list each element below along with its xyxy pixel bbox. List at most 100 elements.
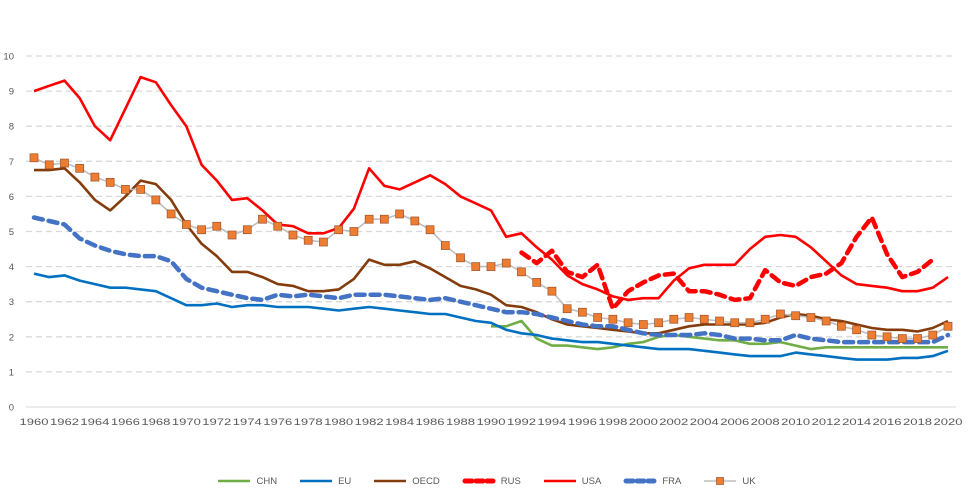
series-eu bbox=[33, 272, 949, 361]
gridlines bbox=[26, 55, 956, 373]
data-point-uk bbox=[943, 321, 953, 331]
data-point-uk bbox=[593, 313, 602, 322]
data-point-uk bbox=[684, 313, 694, 322]
data-point-uk bbox=[501, 258, 511, 268]
data-point-uk bbox=[821, 316, 831, 326]
x-tick-label: 1964 bbox=[80, 417, 109, 428]
legend-item-usa: USA bbox=[543, 475, 602, 487]
y-tick-label: 5 bbox=[9, 227, 14, 238]
series-rus bbox=[519, 215, 936, 311]
data-point-uk bbox=[105, 178, 115, 187]
y-tick-label: 2 bbox=[9, 332, 14, 343]
x-tick-label: 1972 bbox=[202, 417, 231, 428]
y-tick-label: 3 bbox=[9, 297, 14, 308]
data-point-uk bbox=[867, 330, 877, 340]
data-point-uk bbox=[258, 214, 267, 224]
series-uk bbox=[29, 153, 953, 343]
data-point-uk bbox=[410, 216, 420, 226]
x-tick-label: 1978 bbox=[294, 417, 323, 428]
data-point-uk bbox=[730, 318, 740, 328]
series-line-rus bbox=[519, 215, 936, 311]
data-point-uk bbox=[395, 209, 404, 219]
data-point-uk bbox=[44, 160, 54, 170]
legend-swatch-rus bbox=[462, 478, 496, 484]
x-tick-label: 1962 bbox=[50, 417, 79, 428]
data-point-uk bbox=[532, 278, 542, 287]
data-point-uk bbox=[623, 318, 633, 328]
y-tick-label: 4 bbox=[9, 262, 14, 273]
legend-item-oecd: OECD bbox=[373, 476, 440, 487]
data-point-uk bbox=[349, 227, 359, 236]
x-tick-label: 1988 bbox=[446, 417, 475, 428]
data-point-uk bbox=[776, 309, 785, 319]
x-tick-label: 2000 bbox=[629, 417, 658, 428]
x-tick-label: 2006 bbox=[720, 417, 749, 428]
x-tick-label: 1990 bbox=[477, 417, 506, 428]
y-tick-label: 7 bbox=[9, 157, 14, 168]
x-tick-label: 2014 bbox=[842, 417, 871, 428]
x-tick-label: 1992 bbox=[507, 417, 536, 428]
data-point-uk bbox=[227, 230, 237, 240]
legend-swatch-eu bbox=[300, 479, 333, 483]
legend-marker bbox=[716, 477, 725, 485]
x-tick-label: 2018 bbox=[903, 417, 932, 428]
data-point-uk bbox=[364, 214, 374, 224]
series-usa bbox=[33, 75, 949, 302]
data-point-uk bbox=[456, 253, 465, 263]
legend-item-chn: CHN bbox=[217, 476, 277, 487]
data-point-uk bbox=[319, 237, 328, 247]
legend-swatch-fra bbox=[623, 478, 657, 484]
data-point-uk bbox=[166, 209, 176, 219]
data-point-uk bbox=[303, 235, 313, 245]
data-point-uk bbox=[882, 332, 892, 342]
data-point-uk bbox=[136, 185, 145, 194]
y-tick-label: 0 bbox=[9, 403, 14, 414]
data-point-uk bbox=[212, 221, 222, 231]
legend-label: EU bbox=[338, 475, 352, 487]
x-tick-label: 2008 bbox=[751, 417, 780, 428]
x-tick-label: 1986 bbox=[416, 417, 445, 428]
data-point-uk bbox=[806, 313, 816, 322]
x-tick-label: 1976 bbox=[263, 417, 292, 428]
legend-label: USA bbox=[581, 475, 602, 487]
data-point-uk bbox=[121, 185, 130, 194]
series-line-chn bbox=[491, 319, 948, 351]
data-point-uk bbox=[928, 330, 938, 340]
x-tick-label: 1970 bbox=[172, 417, 201, 428]
data-point-uk bbox=[334, 225, 344, 235]
x-tick-label: 2002 bbox=[659, 417, 688, 428]
legend-item-rus: RUS bbox=[462, 476, 521, 487]
data-point-uk bbox=[578, 307, 587, 317]
legend-item-eu: EU bbox=[299, 476, 351, 487]
legend-swatch-usa bbox=[543, 479, 576, 483]
y-tick-label: 1 bbox=[9, 367, 14, 378]
x-tick-label: 1980 bbox=[324, 417, 353, 428]
data-point-uk bbox=[760, 314, 770, 324]
data-point-uk bbox=[181, 220, 191, 229]
data-point-uk bbox=[547, 286, 557, 296]
data-point-uk bbox=[608, 314, 618, 324]
series-chn bbox=[491, 319, 948, 351]
data-point-uk bbox=[75, 163, 85, 173]
x-tick-label: 1994 bbox=[537, 417, 566, 428]
legend-label: CHN bbox=[256, 475, 278, 487]
legend-label: FRA bbox=[662, 475, 682, 487]
x-tick-label: 1966 bbox=[111, 417, 140, 428]
x-tick-label: 1968 bbox=[141, 417, 170, 428]
x-tick-label: 1998 bbox=[598, 417, 627, 428]
x-tick-label: 2010 bbox=[781, 417, 810, 428]
x-tick-label: 1984 bbox=[385, 417, 414, 428]
data-point-uk bbox=[638, 320, 648, 329]
legend-swatch-oecd bbox=[374, 479, 407, 483]
data-point-uk bbox=[380, 214, 389, 224]
data-point-uk bbox=[273, 221, 283, 231]
legend-swatch-uk bbox=[704, 477, 737, 485]
data-point-uk bbox=[913, 334, 922, 343]
data-point-uk bbox=[242, 225, 252, 235]
x-tick-label: 2016 bbox=[873, 417, 902, 428]
legend-item-uk: UK bbox=[703, 476, 756, 487]
data-point-uk bbox=[699, 314, 709, 324]
data-point-uk bbox=[90, 172, 100, 182]
y-tick-label: 10 bbox=[3, 52, 14, 63]
series-line-usa bbox=[33, 75, 949, 302]
